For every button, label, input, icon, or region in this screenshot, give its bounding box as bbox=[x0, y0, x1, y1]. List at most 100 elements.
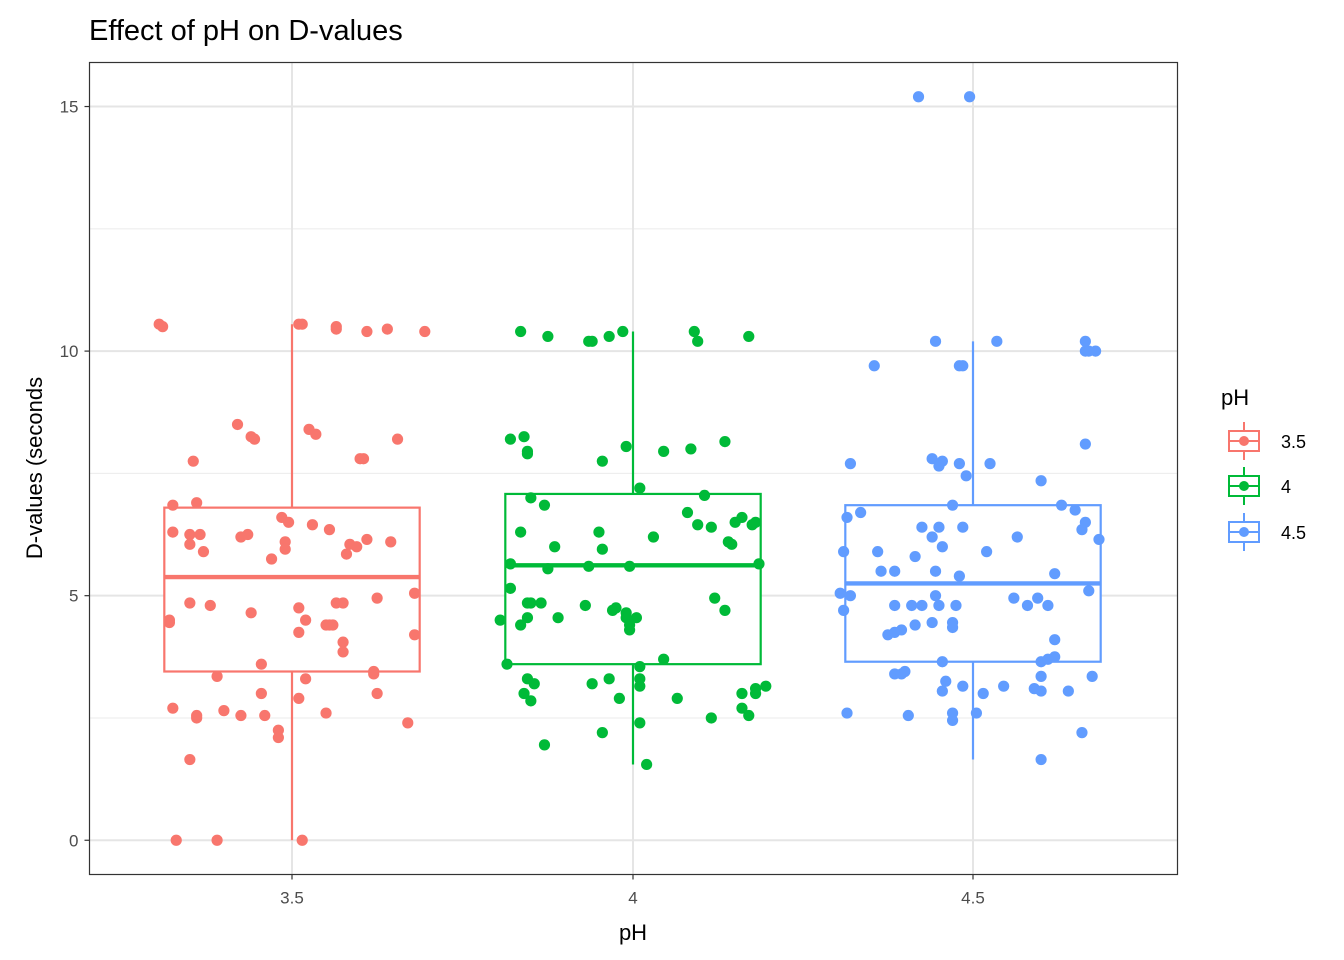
data-point bbox=[957, 521, 969, 533]
data-point bbox=[868, 360, 880, 372]
data-point bbox=[912, 91, 925, 103]
data-point bbox=[613, 692, 625, 705]
data-point bbox=[340, 548, 353, 560]
data-point bbox=[610, 602, 622, 614]
boxes bbox=[163, 324, 1102, 841]
legend-key-point bbox=[1239, 527, 1249, 537]
data-point bbox=[936, 541, 948, 553]
data-point bbox=[753, 558, 765, 570]
y-tick-label: 0 bbox=[69, 831, 78, 850]
data-point bbox=[630, 612, 643, 624]
data-point bbox=[184, 528, 196, 541]
data-point bbox=[926, 616, 938, 629]
data-point bbox=[255, 687, 267, 700]
data-point bbox=[1035, 753, 1047, 766]
data-point bbox=[320, 707, 332, 719]
data-point bbox=[579, 599, 591, 612]
data-point bbox=[327, 619, 339, 631]
data-point bbox=[623, 619, 636, 631]
data-point bbox=[970, 707, 983, 719]
data-point bbox=[596, 455, 608, 467]
data-point bbox=[279, 543, 291, 555]
y-axis: 0 5 10 15 bbox=[60, 98, 90, 850]
data-point bbox=[688, 325, 700, 338]
data-point bbox=[963, 91, 976, 103]
x-axis: 3.5 4 4.5 bbox=[280, 874, 985, 908]
data-point bbox=[300, 614, 312, 626]
data-point bbox=[692, 519, 704, 531]
data-point bbox=[634, 482, 646, 494]
data-point bbox=[248, 433, 261, 445]
data-point bbox=[634, 661, 646, 673]
data-point bbox=[259, 709, 271, 722]
data-point bbox=[705, 521, 717, 533]
data-point bbox=[535, 597, 547, 609]
legend-title: pH bbox=[1221, 385, 1249, 410]
data-point bbox=[296, 834, 308, 846]
data-point bbox=[705, 712, 717, 724]
data-point bbox=[170, 834, 182, 846]
data-point bbox=[946, 499, 959, 511]
data-point bbox=[926, 531, 938, 543]
legend-item-3.5: 3.5 bbox=[1228, 422, 1306, 460]
data-point bbox=[293, 626, 305, 638]
data-point bbox=[936, 685, 948, 697]
data-point bbox=[855, 506, 867, 519]
data-point bbox=[1042, 599, 1054, 612]
x-tick-label: 4 bbox=[628, 889, 637, 908]
data-point bbox=[1079, 335, 1091, 347]
data-point bbox=[760, 680, 772, 692]
data-point bbox=[749, 516, 762, 528]
data-point bbox=[658, 445, 670, 457]
data-point bbox=[647, 531, 660, 543]
data-point bbox=[906, 599, 918, 612]
data-point bbox=[218, 705, 230, 717]
data-point bbox=[408, 587, 421, 599]
data-point bbox=[191, 497, 203, 509]
data-point bbox=[293, 692, 305, 705]
data-point bbox=[1049, 634, 1061, 646]
data-point bbox=[368, 668, 380, 680]
data-point bbox=[515, 325, 527, 338]
data-point bbox=[909, 619, 921, 631]
data-point bbox=[351, 541, 363, 553]
data-point bbox=[641, 758, 653, 771]
data-point bbox=[1079, 438, 1091, 450]
data-point bbox=[245, 607, 257, 619]
data-point bbox=[953, 458, 965, 470]
data-point bbox=[1008, 592, 1020, 604]
data-point bbox=[603, 673, 615, 685]
data-point bbox=[899, 665, 911, 678]
data-point bbox=[184, 538, 196, 550]
data-point bbox=[960, 470, 972, 482]
data-point bbox=[515, 526, 527, 538]
data-point bbox=[408, 629, 421, 641]
data-point bbox=[1093, 533, 1105, 546]
data-point bbox=[525, 492, 537, 504]
data-point bbox=[184, 753, 196, 766]
data-point bbox=[357, 453, 370, 465]
data-point bbox=[929, 335, 942, 347]
data-point bbox=[197, 546, 210, 558]
box-iqr bbox=[163, 506, 421, 673]
data-point bbox=[671, 692, 683, 705]
data-point bbox=[211, 834, 223, 846]
data-point bbox=[1086, 670, 1098, 682]
data-point bbox=[337, 646, 349, 658]
data-point bbox=[515, 619, 527, 631]
data-point bbox=[167, 526, 179, 538]
data-point bbox=[323, 524, 336, 536]
data-point bbox=[634, 717, 646, 729]
data-point bbox=[692, 335, 704, 347]
data-point bbox=[371, 687, 383, 700]
x-axis-title: pH bbox=[619, 920, 647, 945]
data-point bbox=[1035, 670, 1047, 682]
data-point bbox=[889, 599, 901, 612]
data-point bbox=[419, 325, 431, 338]
data-point bbox=[538, 499, 551, 511]
data-point bbox=[933, 599, 945, 612]
data-point bbox=[946, 621, 959, 634]
data-point bbox=[844, 590, 857, 602]
data-point bbox=[603, 330, 615, 343]
data-point bbox=[634, 680, 646, 692]
